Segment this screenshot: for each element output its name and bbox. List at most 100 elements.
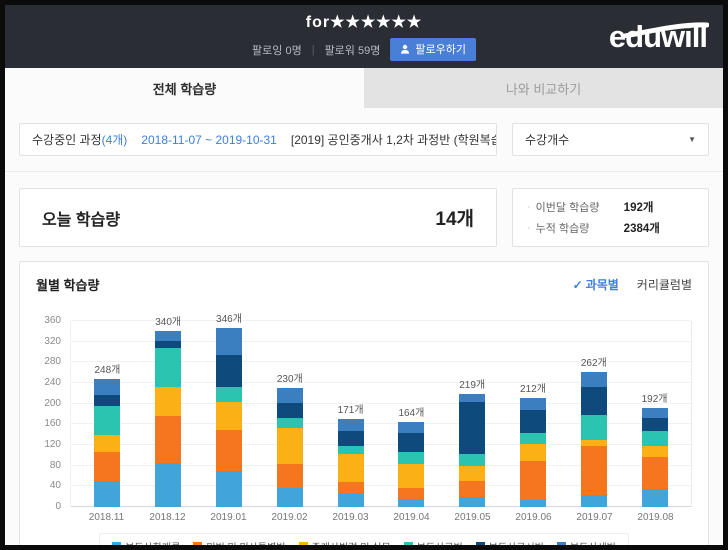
bar-segment [580, 415, 607, 441]
bar-total-label: 340개 [155, 317, 182, 329]
following-count: 팔로잉 0명 [252, 44, 302, 57]
bar-total-label: 248개 [94, 364, 121, 376]
view-by-curriculum[interactable]: 커리큘럼별 [636, 278, 692, 292]
follower-count: 팔로워 59명 [324, 44, 381, 57]
course-select-label: 수강중인 과정(4개) [32, 131, 127, 148]
tab-total-learning[interactable]: 전체 학습량 [5, 68, 364, 108]
bar-stack [155, 331, 182, 507]
y-tick-label: 160 [44, 418, 61, 430]
eduwill-logo: eduwill [609, 19, 710, 55]
y-tick-label: 0 [55, 501, 61, 512]
y-tick-label: 360 [44, 315, 61, 326]
x-tick-label: 2019.01 [210, 512, 247, 523]
bar-segment [580, 371, 607, 388]
view-by-subject[interactable]: ✓ 과목별 [573, 276, 619, 293]
bar-segment [215, 430, 242, 471]
follow-button[interactable]: 팔로우하기 [390, 38, 476, 61]
today-learning-value: 14개 [435, 209, 474, 230]
legend-item: 민법 및 민사특별법 [193, 539, 286, 545]
follow-button-label: 팔로우하기 [415, 44, 466, 56]
bar-segment [155, 331, 182, 341]
gridline [71, 361, 691, 363]
bar-segment [398, 452, 425, 464]
bar-segment [459, 402, 486, 454]
logo-swoosh-icon [622, 10, 710, 46]
gridline [71, 444, 691, 445]
bar-segment [641, 446, 668, 458]
bar-stack [459, 393, 486, 507]
bar-segment [94, 394, 121, 406]
bar-segment [580, 494, 607, 507]
cumulative-learning-label: 누적 학습량 [535, 223, 590, 235]
bar-segment [580, 387, 607, 416]
x-tick-label: 2019.04 [393, 512, 430, 523]
legend-label: 부동산공시법 [488, 543, 544, 550]
cumulative-learning-value: 2384개 [623, 223, 660, 235]
bar-segment [215, 401, 242, 431]
bar-segment [398, 463, 425, 488]
bar-stack [519, 397, 546, 507]
bar-segment [398, 422, 425, 434]
chart-legend: 부동산학개론 민법 및 민사특별법 중개사법령 및 실무 부동산공법 부동산공시법 부동산… [99, 533, 629, 550]
bar-segment [337, 453, 364, 482]
bar-column: 219개 [442, 321, 503, 507]
legend-swatch-icon [556, 542, 566, 545]
bar-segment [215, 386, 242, 402]
bar-segment [459, 480, 486, 497]
legend-swatch-icon [193, 542, 203, 545]
gridline [71, 320, 691, 321]
bar-segment [337, 418, 364, 432]
bar-segment [580, 440, 607, 447]
bar-total-label: 192개 [641, 393, 668, 405]
bar-segment [519, 433, 546, 444]
bar-column: 171개 [320, 321, 381, 507]
bar-segment [155, 340, 182, 349]
bar-stack [215, 328, 242, 507]
y-tick-label: 320 [44, 335, 61, 347]
course-select[interactable]: 수강중인 과정(4개) 2018-11-07 ~ 2019-10-31 [201… [19, 123, 497, 156]
gridline [71, 423, 691, 425]
legend-label: 중개사법령 및 실무 [311, 543, 391, 550]
bar-segment [155, 348, 182, 387]
gridline [71, 402, 691, 404]
x-axis-spacer [36, 512, 70, 523]
bar-total-label: 164개 [398, 408, 425, 420]
bar-segment [276, 428, 303, 465]
bar-total-label: 219개 [459, 379, 486, 391]
course-name: [2019] 공인중개사 1,2차 과정반 (학원복습용) [290, 133, 497, 147]
bar-segment [276, 402, 303, 419]
section-divider [5, 171, 723, 172]
legend-item: 중개사법령 및 실무 [298, 539, 391, 550]
x-tick-label: 2019.05 [454, 512, 491, 523]
monthly-learning-value: 192개 [623, 202, 654, 214]
bar-segment [215, 470, 242, 507]
bar-column: 230개 [259, 321, 320, 507]
bar-segment [398, 498, 425, 507]
bar-segment [641, 418, 668, 432]
bar-segment [94, 405, 121, 436]
bar-segment [459, 466, 486, 481]
today-learning-title: 오늘 학습량 [42, 211, 121, 229]
x-tick-label: 2018.12 [149, 512, 186, 523]
gridline [71, 340, 691, 342]
legend-swatch-icon [112, 542, 122, 545]
x-tick-label: 2019.03 [332, 512, 369, 523]
course-label-text: 수강중인 과정 [32, 133, 102, 147]
bars-row: 248개 340개 346개 230개 171개 164개 219개 212개 262개 192개 [71, 314, 691, 507]
bar-segment [519, 443, 546, 462]
count-select[interactable]: 수강개수 ▼ [512, 123, 709, 156]
cumulative-learning-row: · 누적 학습량 2384개 [527, 220, 694, 236]
bar-segment [155, 386, 182, 417]
bar-total-label: 230개 [276, 374, 303, 386]
bar-segment [519, 397, 546, 411]
bar-column: 164개 [381, 321, 442, 507]
tab-compare-with-me[interactable]: 나와 비교하기 [364, 68, 723, 108]
legend-item: 부동산공법 [403, 539, 463, 545]
y-tick-label: 200 [44, 397, 61, 409]
bar-segment [459, 393, 486, 403]
learning-stats-panel: · 이번달 학습량 192개 · 누적 학습량 2384개 [512, 188, 709, 247]
bar-segment [519, 461, 546, 500]
y-tick-label: 80 [49, 459, 61, 471]
bar-segment [519, 499, 546, 507]
x-tick-label: 2019.02 [271, 512, 308, 523]
